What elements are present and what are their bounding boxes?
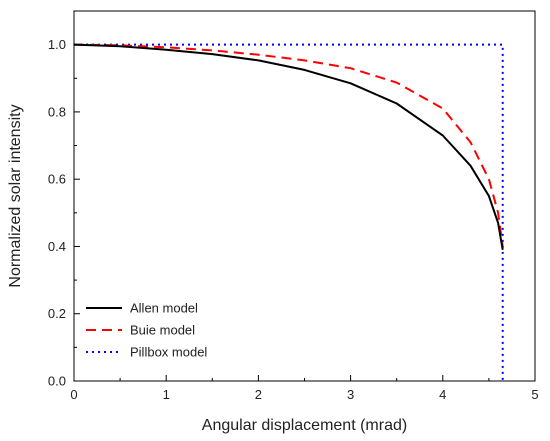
- y-tick-label: 0.8: [48, 104, 66, 119]
- x-tick-label: 2: [255, 387, 262, 402]
- y-tick-label: 0.0: [48, 374, 66, 389]
- series-line-buie-model: [73, 43, 504, 247]
- x-axis-title: Angular displacement (mrad): [202, 417, 407, 434]
- x-tick-label: 0: [70, 387, 77, 402]
- y-tick-label: 0.4: [48, 239, 66, 254]
- legend-label: Allen model: [130, 301, 198, 316]
- x-tick-label: 4: [439, 387, 446, 402]
- legend-label: Buie model: [130, 323, 195, 338]
- series-line-allen-model: [73, 43, 504, 250]
- series-lines: [73, 43, 504, 381]
- y-tick-label: 0.6: [48, 172, 66, 187]
- x-tick-label: 3: [347, 387, 354, 402]
- x-tick-label: 1: [163, 387, 170, 402]
- y-tick-label: 1.0: [48, 37, 66, 52]
- y-tick-label: 0.2: [48, 306, 66, 321]
- plot-frame: [73, 10, 536, 382]
- tick-labels: 0 1 2 3 4 5 0.0 0.2 0.4 0.6 0.8 1.0: [48, 37, 539, 402]
- legend: Allen model Buie model Pillbox model: [86, 301, 207, 360]
- legend-label: Pillbox model: [130, 345, 207, 360]
- y-axis-title: Normalized solar intensity: [7, 104, 24, 287]
- x-tick-label: 5: [531, 387, 538, 402]
